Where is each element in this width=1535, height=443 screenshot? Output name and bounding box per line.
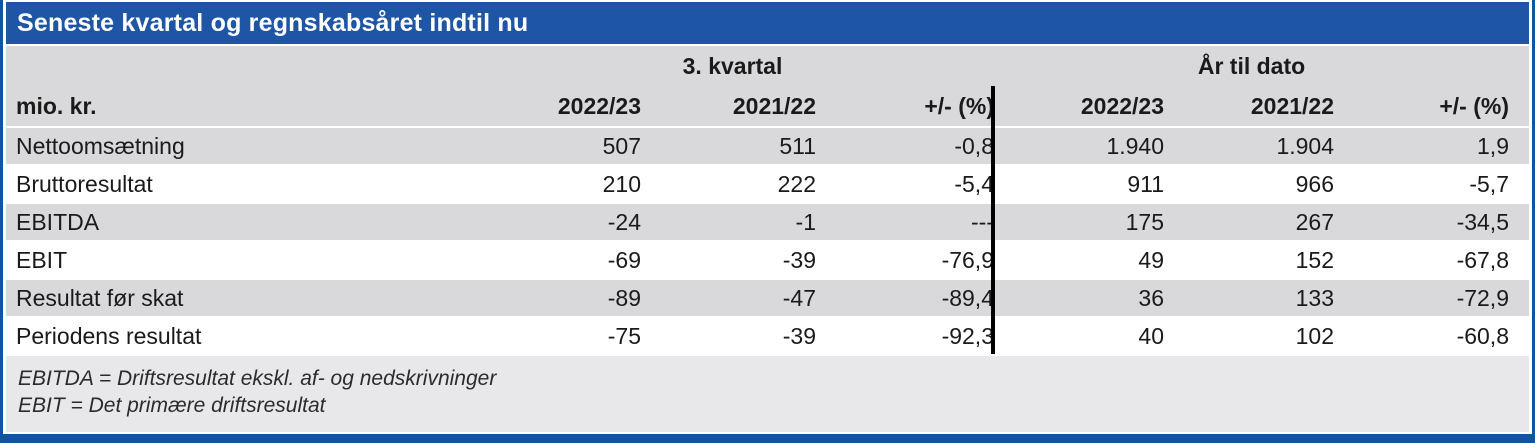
table-row-resultat-foer-skat: Resultat før skat -89 -47 -89,4 36 133 -… [6,278,1529,316]
table-row-periodens-resultat: Periodens resultat -75 -39 -92,3 40 102 … [6,316,1529,354]
cell-value: 133 [1295,284,1334,311]
results-table: 3. kvartal År til dato mio. kr. 2022/23 … [6,46,1529,354]
cell-value: -47 [782,284,816,311]
cell-value: 222 [777,170,816,197]
group-header-q3: 3. kvartal [682,52,783,79]
cell-value: 507 [602,132,641,159]
cell-value: 210 [602,170,641,197]
cell-value: -5,7 [1469,170,1509,197]
column-header-q-2022-23: 2022/23 [557,92,641,119]
cell-value: -69 [607,246,641,273]
cell-value: -0,8 [954,132,994,159]
cell-value: 267 [1295,208,1334,235]
cell-value: -92,3 [941,322,994,349]
table-row-ebit: EBIT -69 -39 -76,9 49 152 -67,8 [6,240,1529,278]
cell-value: -75 [607,322,641,349]
panel-title: Seneste kvartal og regnskabsåret indtil … [17,9,529,37]
cell-value: -39 [782,246,816,273]
footnote-ebitda: EBITDA = Driftsresultat ekskl. af- og ne… [18,367,497,390]
footnote-ebit: EBIT = Det primære driftsresultat [18,394,326,417]
column-header-row: mio. kr. 2022/23 2021/22 +/- (%) 2022/23… [6,86,1529,126]
row-label: EBITDA [16,208,100,235]
column-header-ytd-2021-22: 2021/22 [1250,92,1334,119]
cell-value: --- [971,208,994,235]
cell-value: 152 [1295,246,1334,273]
row-label: Resultat før skat [16,284,184,311]
row-label: EBIT [16,246,68,273]
table-row-ebitda: EBITDA -24 -1 --- 175 267 -34,5 [6,202,1529,240]
cell-value: -5,4 [954,170,994,197]
cell-value: 911 [1127,170,1164,197]
cell-value: 36 [1138,284,1164,311]
cell-value: 511 [779,132,816,159]
cell-value: 1.940 [1106,132,1164,159]
column-header-q-2021-22: 2021/22 [732,92,816,119]
cell-value: -34,5 [1456,208,1509,235]
cell-value: 40 [1138,322,1164,349]
cell-value: -72,9 [1456,284,1509,311]
row-label: Nettoomsætning [16,132,185,159]
cell-value: -60,8 [1456,322,1509,349]
cell-value: 1,9 [1477,132,1509,159]
cell-value: -89 [607,284,641,311]
table-row-bruttoresultat: Bruttoresultat 210 222 -5,4 911 966 -5,7 [6,164,1529,202]
panel-title-bar: Seneste kvartal og regnskabsåret indtil … [6,2,1529,44]
table-row-nettoomsaetning: Nettoomsætning 507 511 -0,8 1.940 1.904 … [6,126,1529,164]
cell-value: 102 [1295,322,1334,349]
column-header-ytd-2022-23: 2022/23 [1080,92,1164,119]
cell-value: -24 [607,208,641,235]
cell-value: -39 [782,322,816,349]
cell-value: -76,9 [941,246,994,273]
column-header-ytd-change: +/- (%) [1439,92,1509,119]
column-group-header-row: 3. kvartal År til dato [6,46,1529,86]
column-group-divider [991,86,995,354]
footnotes: EBITDA = Driftsresultat ekskl. af- og ne… [6,354,1529,432]
cell-value: 175 [1125,208,1164,235]
column-header-q-change: +/- (%) [924,92,994,119]
row-label: Periodens resultat [16,322,202,349]
cell-value: -1 [795,208,816,235]
cell-value: 49 [1138,246,1164,273]
unit-label: mio. kr. [16,92,97,119]
cell-value: -67,8 [1456,246,1509,273]
group-header-ytd: År til dato [1197,52,1306,79]
row-label: Bruttoresultat [16,170,153,197]
cell-value: -89,4 [941,284,994,311]
cell-value: 1.904 [1276,132,1334,159]
cell-value: 966 [1295,170,1334,197]
